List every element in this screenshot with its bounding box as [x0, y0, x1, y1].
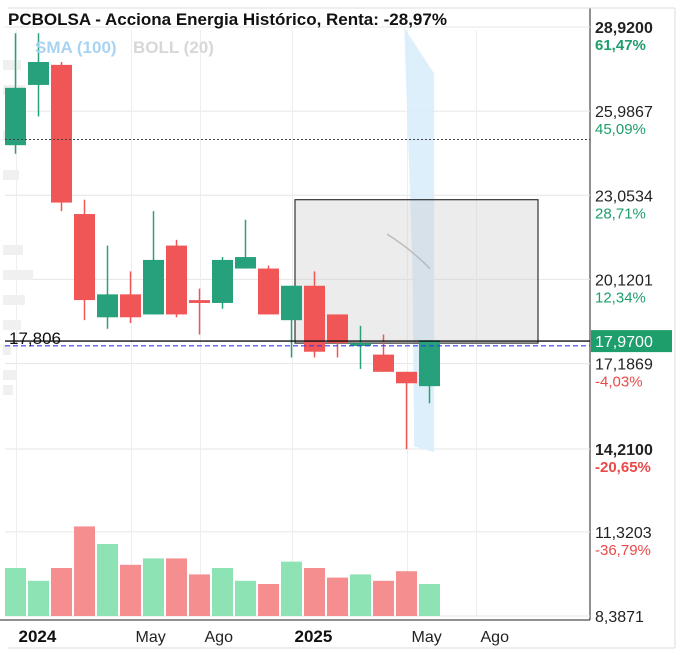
grid-lines [0, 7, 676, 649]
price-level-percent: 61,47% [595, 37, 646, 54]
time-axis-label: 2025 [295, 627, 333, 646]
profile-bar [3, 60, 21, 70]
candle-body [28, 61, 49, 85]
time-axis-label: May [412, 629, 442, 646]
time-axis-label: 2024 [19, 627, 57, 646]
volume-bar [350, 574, 371, 616]
current-price-label: 17,9700 [595, 334, 653, 351]
volume-bar [74, 526, 95, 616]
volume-bar [97, 544, 118, 616]
candle-body [97, 294, 118, 318]
range-box [294, 199, 539, 344]
legend-entry: BOLL (20) [133, 38, 214, 57]
profile-bar [3, 295, 25, 305]
volume-bar [327, 577, 348, 616]
candle-body [350, 343, 371, 346]
candle-body [235, 257, 256, 269]
profile-bar [3, 385, 13, 395]
candle-body [212, 259, 233, 303]
profile-bar [3, 245, 23, 255]
volume-bar [304, 568, 325, 616]
volume-bar [120, 564, 141, 616]
volume-bar [5, 568, 26, 616]
price-level-label: 20,1201 [595, 272, 653, 289]
time-axis-label: Ago [205, 629, 234, 646]
candle-body [258, 268, 279, 315]
time-axis: 2024 May Ago 2025 May Ago [19, 627, 510, 646]
volume-bar [189, 574, 210, 616]
legend-entry: SMA (100) [35, 38, 117, 57]
candle-body [120, 294, 141, 318]
candle-body [166, 245, 187, 315]
candle-body [373, 354, 394, 372]
candle-body [304, 285, 325, 352]
range-box-rect [294, 199, 539, 344]
profile-bar [3, 170, 19, 180]
reference-line-label: 17,806 [9, 329, 61, 348]
price-level-percent: 45,09% [595, 121, 646, 138]
price-level-label: 25,9867 [595, 104, 653, 121]
profile-bar [3, 270, 33, 280]
candle-body [281, 285, 302, 321]
price-level-label: 14,2100 [595, 442, 653, 459]
reference-lines: 17,806 [5, 138, 590, 348]
price-level-label: 11,3203 [595, 525, 652, 542]
volume-bar [419, 584, 440, 616]
price-level-percent: 12,34% [595, 289, 646, 306]
candle-body [419, 340, 440, 387]
volume-bar [166, 558, 187, 616]
candles [5, 33, 440, 450]
candle-body [5, 87, 26, 146]
volume-bar [281, 561, 302, 616]
price-level-percent: -4,03% [595, 374, 643, 391]
bollinger-curve [386, 233, 431, 270]
candle-body [143, 259, 164, 315]
volume-bar [212, 568, 233, 616]
volume-bar [396, 571, 417, 616]
price-level-percent: -20,65% [595, 459, 651, 476]
volume-bar [51, 568, 72, 616]
volume-bar [258, 584, 279, 616]
price-level-label: 17,1869 [595, 357, 653, 374]
volume-bar [143, 558, 164, 616]
price-level-label: 8,3871 [595, 609, 644, 626]
candle-body [74, 214, 95, 301]
volume-bar [235, 580, 256, 616]
price-level-percent: -36,79% [595, 542, 651, 559]
profile-bar [3, 345, 11, 355]
time-axis-label: May [136, 629, 166, 646]
candle-body [189, 300, 210, 303]
time-axis-label: Ago [481, 629, 510, 646]
price-level-percent: 28,71% [595, 205, 646, 222]
volume-bars [5, 526, 440, 616]
current-price-tag [591, 330, 672, 353]
profile-bar [3, 320, 21, 330]
volume-bar [373, 580, 394, 616]
profile-bar [3, 370, 17, 380]
candle-body [396, 371, 417, 384]
legend: SMA (100) BOLL (20) [35, 38, 214, 57]
candle-body [51, 64, 72, 203]
price-level-label: 23,0534 [595, 188, 653, 205]
candle-body [327, 314, 348, 344]
price-level-label: 28,9200 [595, 20, 653, 37]
volume-bar [28, 580, 49, 616]
chart-title: PCBOLSA - Acciona Energia Histórico, Ren… [8, 10, 447, 29]
